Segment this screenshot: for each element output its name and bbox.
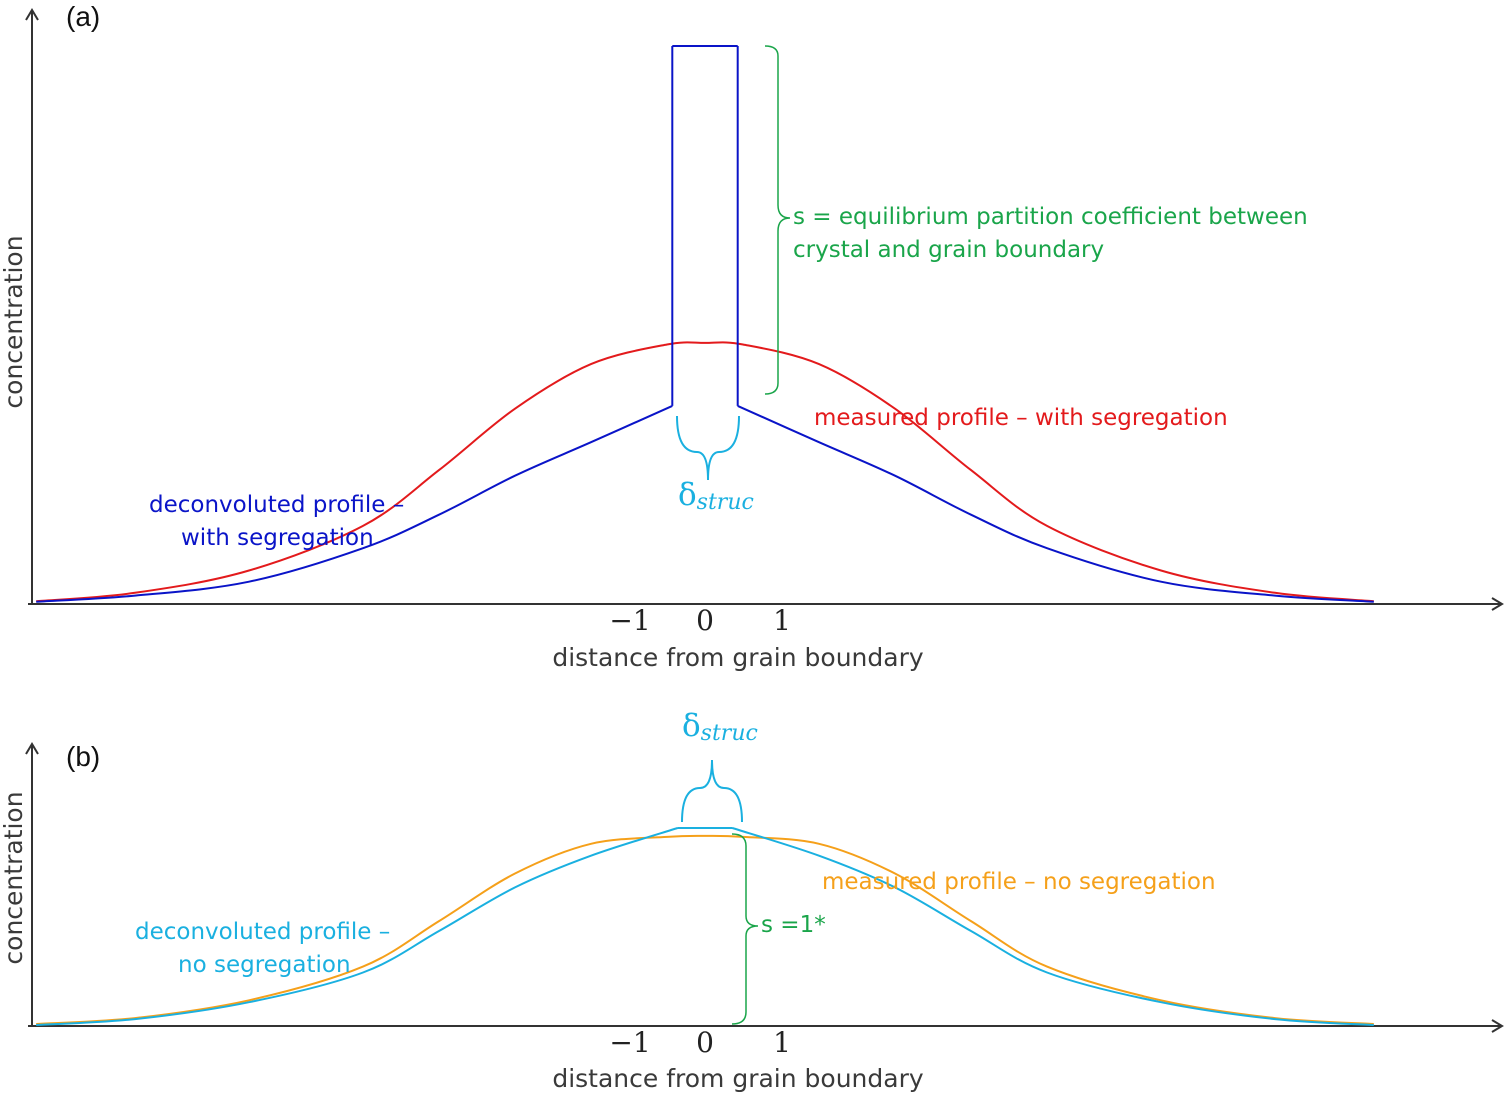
panel-b-delta-brace [681, 759, 743, 823]
panel-a-delta-brace [676, 415, 740, 481]
panel-b-s-label: s =1* [761, 912, 826, 938]
panel-b-delta-subscript: struc [701, 721, 758, 746]
panel-a-measured-label: measured profile – with segregation [814, 405, 1228, 431]
panel-b-delta-label: δstruc [682, 708, 758, 746]
panel-a-delta-label: δstruc [678, 477, 754, 515]
panel-b-x-tick-minus1: −1 [609, 1026, 650, 1059]
panel-b-s-brace [731, 833, 759, 1025]
panel-b-x-tick-1: 1 [773, 1026, 791, 1059]
panel-a-y-axis-title: concentration [0, 235, 28, 408]
panel-a-x-axis-title: distance from grain boundary [552, 643, 924, 672]
panel-a-x-tick-0: 0 [696, 604, 714, 637]
panel-a-s-label-line1: s = equilibrium partition coefficient be… [793, 204, 1308, 230]
panel-b-label: (b) [66, 741, 100, 772]
panel-b-x-axis-title: distance from grain boundary [552, 1064, 924, 1093]
panel-b: (b) concentration distance from grain bo… [0, 708, 1504, 1093]
panel-b-series-measured-line [36, 834, 1374, 1025]
panel-a-delta-subscript: struc [697, 490, 754, 515]
panel-a-s-label-line2: crystal and grain boundary [793, 237, 1104, 263]
panel-b-deconv-label-line2: no segregation [178, 952, 351, 978]
panel-b-measured-label: measured profile – no segregation [822, 869, 1216, 895]
panel-a-x-tick-1: 1 [773, 604, 791, 637]
panel-b-deconv-label-line1: deconvoluted profile – [135, 919, 390, 945]
panel-a-series-deconvoluted-line [36, 45, 1374, 603]
panel-b-series-deconvoluted-line [36, 827, 1374, 1026]
panel-b-x-tick-0: 0 [696, 1026, 714, 1059]
panel-a-deconv-label-line1: deconvoluted profile – [149, 492, 404, 518]
panel-a: (a) concentration distance from grain bo… [0, 1, 1504, 672]
panel-a-s-brace [764, 45, 791, 395]
panel-a-label: (a) [66, 1, 100, 32]
panel-a-series-measured-line [36, 341, 1374, 603]
panel-a-delta-symbol: δ [678, 477, 697, 513]
panel-a-x-tick-minus1: −1 [609, 604, 650, 637]
panel-b-delta-symbol: δ [682, 708, 701, 744]
panel-b-y-axis-title: concentration [0, 791, 28, 964]
panel-a-deconv-label-line2: with segregation [181, 525, 374, 551]
